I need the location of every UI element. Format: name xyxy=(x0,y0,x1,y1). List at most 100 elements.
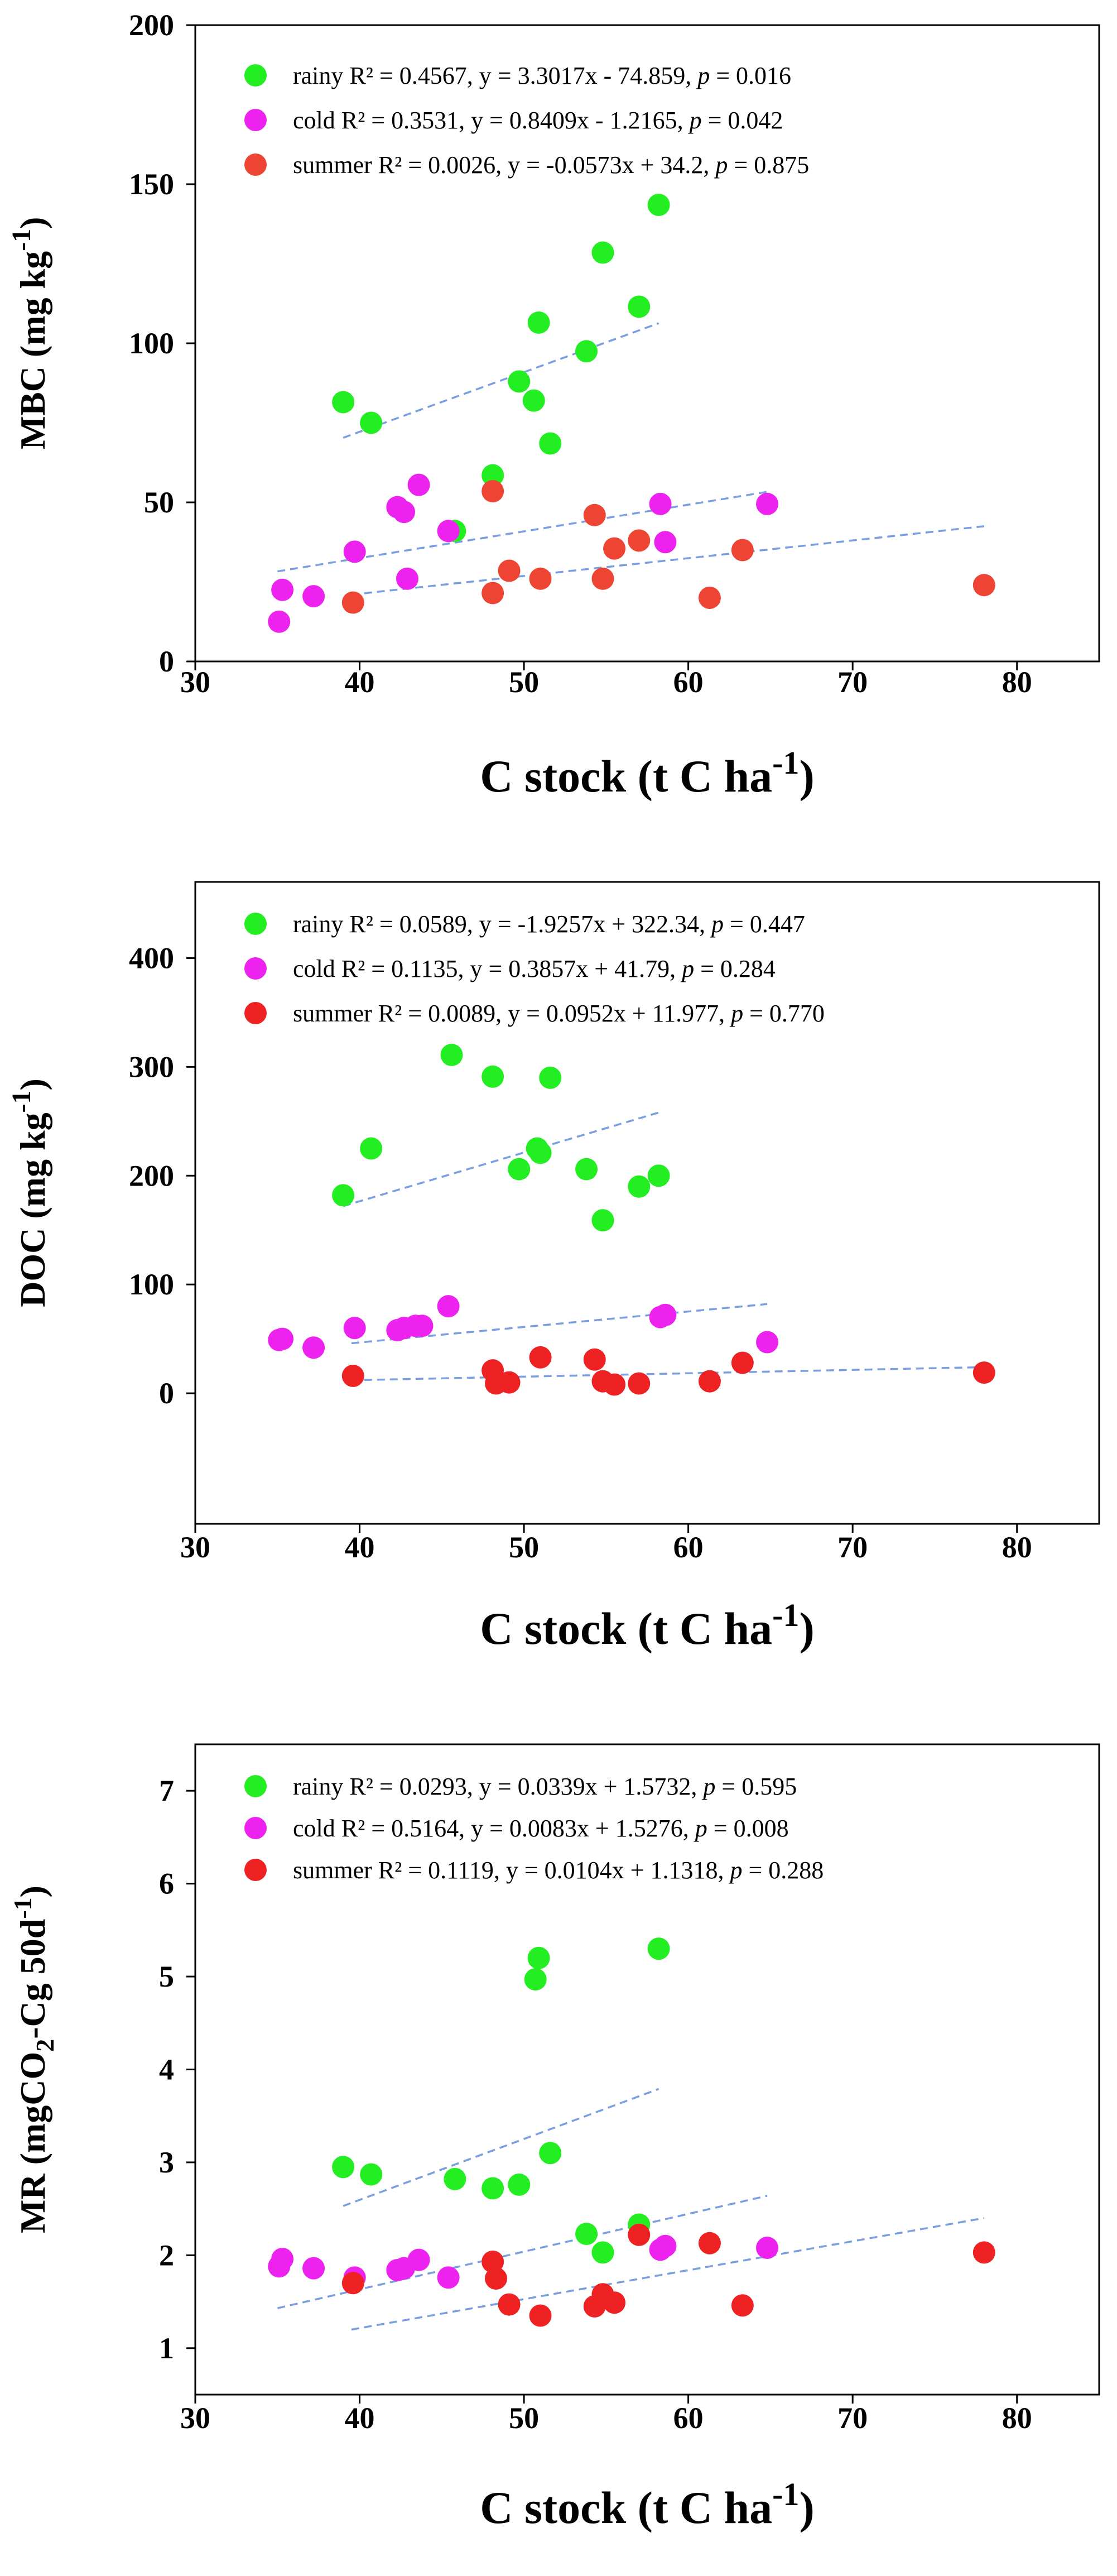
legend-entry-cold: cold R² = 0.5164, y = 0.0083x + 1.5276, … xyxy=(293,1815,789,1842)
data-point-summer xyxy=(731,2294,754,2317)
data-point-rainy xyxy=(360,411,383,434)
x-tick-label: 30 xyxy=(180,1531,210,1564)
x-tick-label: 70 xyxy=(837,2401,868,2435)
y-tick-label: 200 xyxy=(129,1159,174,1192)
x-tick-label: 70 xyxy=(837,1531,868,1564)
data-point-cold xyxy=(393,501,416,524)
data-point-summer xyxy=(603,537,626,560)
legend-marker-cold xyxy=(244,957,267,980)
data-point-summer xyxy=(498,559,521,582)
x-tick-label: 80 xyxy=(1002,665,1032,699)
x-tick-label: 50 xyxy=(509,2401,539,2435)
data-point-summer xyxy=(341,591,364,614)
x-axis-label: C stock (t C ha-1) xyxy=(480,745,815,802)
data-point-rainy xyxy=(591,2241,614,2264)
data-point-rainy xyxy=(591,241,614,264)
data-point-summer xyxy=(603,2291,626,2314)
legend-marker-cold xyxy=(244,109,267,131)
legend-entry-rainy: rainy R² = 0.4567, y = 3.3017x - 74.859,… xyxy=(293,62,791,89)
y-axis-label: MBC (mg kg-1) xyxy=(7,217,52,450)
y-tick-label: 300 xyxy=(129,1050,174,1083)
plot-frame xyxy=(194,881,1100,1525)
data-point-cold xyxy=(268,610,291,633)
data-point-rainy xyxy=(482,1065,504,1088)
x-tick-label: 40 xyxy=(345,1531,375,1564)
data-point-summer xyxy=(485,2267,508,2290)
legend-marker-cold xyxy=(244,1817,267,1839)
data-point-rainy xyxy=(575,1158,598,1181)
data-point-cold xyxy=(437,2266,460,2289)
x-axis-label: C stock (t C ha-1) xyxy=(480,2476,815,2533)
data-point-rainy xyxy=(527,311,550,334)
x-tick-label: 70 xyxy=(837,665,868,699)
data-point-rainy xyxy=(524,1968,547,1991)
data-point-cold xyxy=(302,2257,325,2280)
legend-marker-summer xyxy=(244,1002,267,1024)
data-point-rainy xyxy=(647,1164,670,1187)
data-point-rainy xyxy=(539,432,562,455)
data-point-cold xyxy=(654,1303,677,1326)
data-point-summer xyxy=(628,1372,651,1395)
legend-marker-rainy xyxy=(244,64,267,87)
legend-entry-summer: summer R² = 0.1119, y = 0.0104x + 1.1318… xyxy=(293,1857,824,1884)
data-point-summer xyxy=(529,1346,552,1369)
x-tick-label: 30 xyxy=(180,665,210,699)
data-point-rainy xyxy=(628,1175,651,1198)
data-point-summer xyxy=(731,1351,754,1374)
y-tick-label: 4 xyxy=(159,2053,174,2086)
trend-line-rainy xyxy=(343,1111,659,1207)
chart-panel-1: 30 40 50 60 70 80 0 50 100 150 200 C stock (t C ha-… xyxy=(7,8,1100,802)
data-point-rainy xyxy=(444,2167,466,2190)
x-tick-label: 60 xyxy=(673,1531,704,1564)
data-point-cold xyxy=(302,585,325,608)
data-point-cold xyxy=(654,2234,677,2257)
data-point-cold xyxy=(343,1317,366,1340)
data-point-summer xyxy=(498,1371,521,1394)
data-point-rainy xyxy=(575,340,598,363)
data-point-rainy xyxy=(539,1066,562,1089)
data-point-summer xyxy=(591,567,614,590)
legend-marker-rainy xyxy=(244,913,267,935)
x-axis-label: C stock (t C ha-1) xyxy=(480,1597,815,1654)
y-axis-label: DOC (mg kg-1) xyxy=(7,1078,52,1307)
chart-panel-3: 30 40 50 60 70 80 1 2 3 4 5 6 7 C stock (t C ha-1) MR … xyxy=(8,1743,1100,2533)
data-point-cold xyxy=(756,1331,779,1354)
data-point-cold xyxy=(271,1327,294,1350)
x-tick-label: 60 xyxy=(673,665,704,699)
data-point-cold xyxy=(437,520,460,543)
data-point-summer xyxy=(583,1348,606,1371)
data-point-cold xyxy=(407,2248,430,2271)
data-point-rainy xyxy=(440,1043,463,1066)
legend-entry-cold: cold R² = 0.1135, y = 0.3857x + 41.79, p… xyxy=(293,955,776,982)
y-tick-label: 6 xyxy=(159,1867,174,1901)
data-point-summer xyxy=(972,1361,995,1384)
legend-entry-rainy: rainy R² = 0.0589, y = -1.9257x + 322.34… xyxy=(293,910,805,938)
data-point-cold xyxy=(407,473,430,496)
data-point-summer xyxy=(498,2293,521,2316)
data-point-rainy xyxy=(527,1946,550,1969)
y-tick-label: 200 xyxy=(129,8,174,42)
data-point-rainy xyxy=(360,2163,383,2186)
data-point-cold xyxy=(302,1336,325,1359)
x-tick-label: 40 xyxy=(345,2401,375,2435)
data-point-summer xyxy=(482,480,504,503)
x-tick-label: 80 xyxy=(1002,2401,1032,2435)
y-tick-label: 5 xyxy=(159,1960,174,1993)
y-tick-label: 0 xyxy=(159,645,174,678)
y-axis-label: MR (mgCO2-Cg 50d-1) xyxy=(8,1886,59,2233)
data-point-cold xyxy=(649,492,672,515)
data-point-rainy xyxy=(332,1184,355,1207)
data-point-summer xyxy=(698,1370,721,1393)
data-point-summer xyxy=(603,1373,626,1396)
data-point-summer xyxy=(972,574,995,597)
x-tick-label: 30 xyxy=(180,2401,210,2435)
legend-marker-summer xyxy=(244,1859,267,1881)
y-tick-label: 0 xyxy=(159,1376,174,1410)
data-point-cold xyxy=(271,2248,294,2271)
data-point-summer xyxy=(482,2251,504,2273)
data-point-cold xyxy=(756,2237,779,2260)
y-tick-label: 50 xyxy=(144,486,174,519)
data-point-cold xyxy=(437,1295,460,1318)
